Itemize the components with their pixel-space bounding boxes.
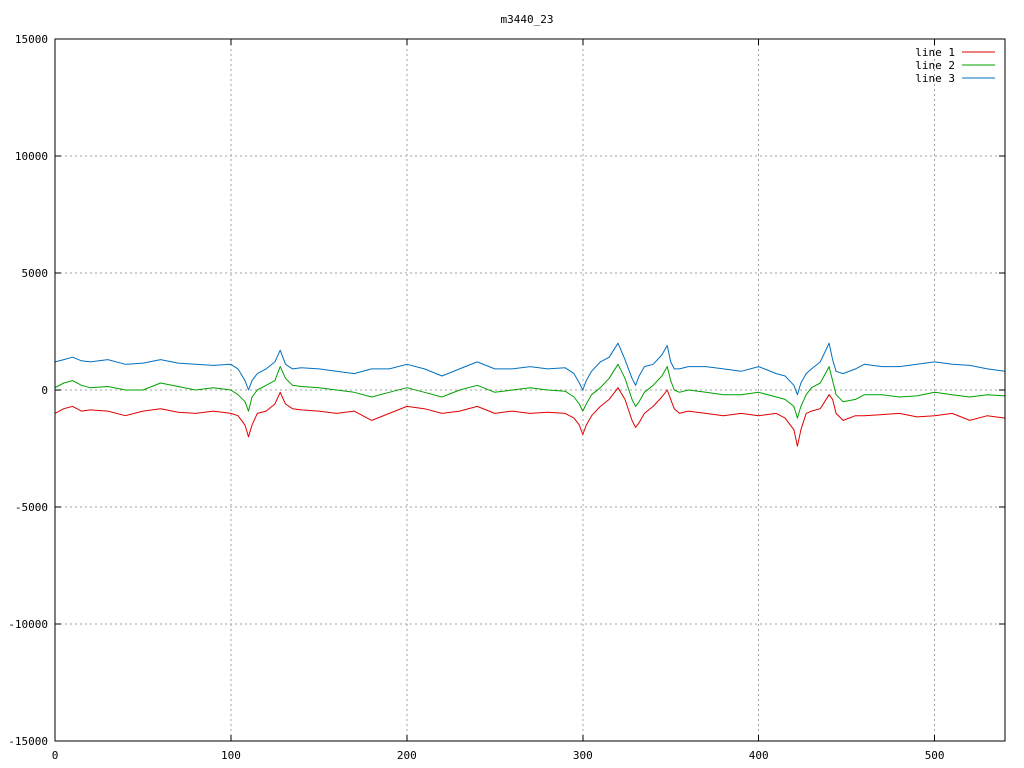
y-tick-label: 0 xyxy=(41,384,48,397)
grid-lines xyxy=(55,39,1005,741)
legend-label: line 2 xyxy=(915,59,955,72)
y-tick-label: -10000 xyxy=(8,618,48,631)
axis-ticks: -15000 -10000 -5000 0 5000 10000 15000 0 100 200 3… xyxy=(8,33,1005,762)
y-tick-label: -5000 xyxy=(15,501,48,514)
x-tick-label: 300 xyxy=(573,749,593,762)
x-tick-label: 100 xyxy=(221,749,241,762)
legend-label: line 1 xyxy=(915,46,955,59)
series-line-1 xyxy=(54,387,1006,447)
y-tick-label: -15000 xyxy=(8,735,48,748)
legend-label: line 3 xyxy=(915,72,955,85)
series-line-3 xyxy=(54,342,1006,396)
series-line-2 xyxy=(54,363,1006,419)
chart-title: m3440_23 xyxy=(501,13,554,26)
data-series xyxy=(54,342,1006,447)
x-tick-label: 400 xyxy=(749,749,769,762)
x-tick-label: 0 xyxy=(52,749,59,762)
x-tick-label: 500 xyxy=(925,749,945,762)
y-tick-label: 10000 xyxy=(15,150,48,163)
x-tick-label: 200 xyxy=(397,749,417,762)
y-tick-label: 5000 xyxy=(22,267,49,280)
y-tick-label: 15000 xyxy=(15,33,48,46)
